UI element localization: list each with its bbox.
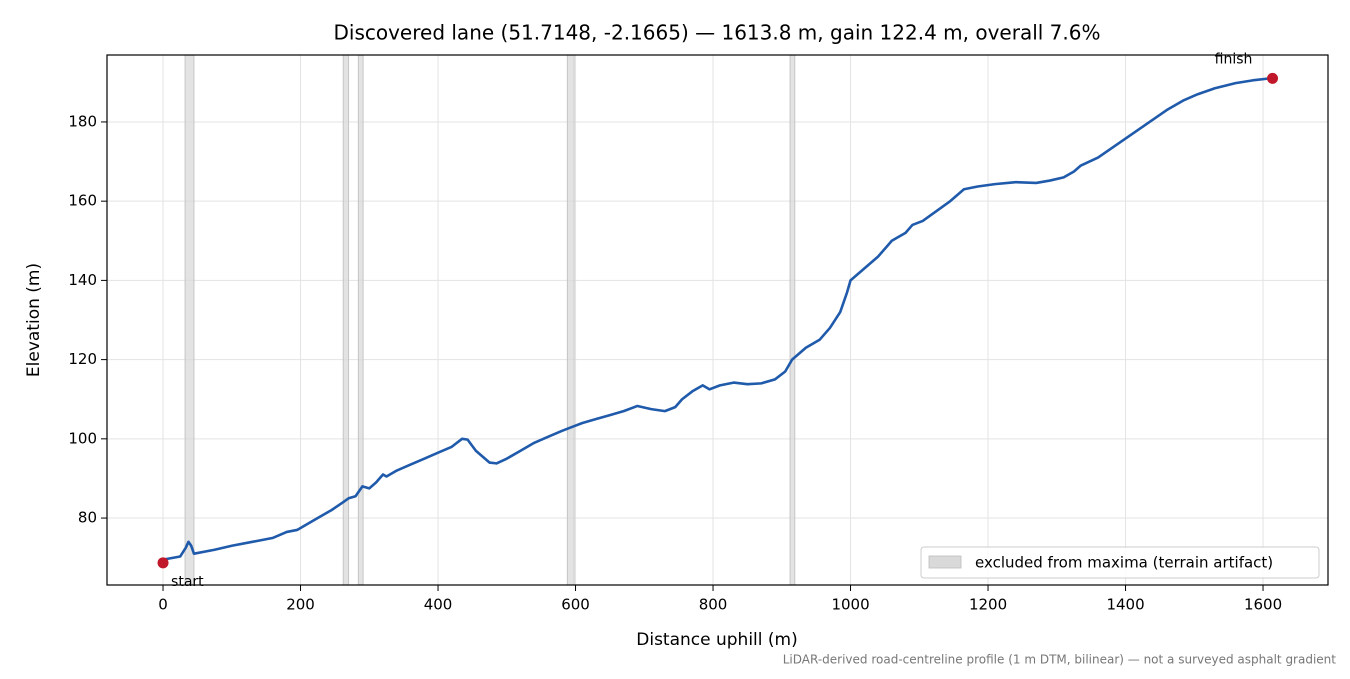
- marker-label: start: [171, 574, 204, 590]
- y-tick-label: 120: [68, 350, 97, 368]
- footnote: LiDAR-derived road-centreline profile (1…: [783, 653, 1337, 667]
- excluded-band: [357, 54, 364, 586]
- elevation-line: [162, 77, 1271, 561]
- chart-title: Discovered lane (51.7148, -2.1665) — 161…: [333, 21, 1100, 45]
- x-tick-label: 200: [286, 596, 315, 614]
- excluded-band: [342, 54, 350, 586]
- x-tick-label: 0: [158, 596, 168, 614]
- legend-swatch: [928, 555, 962, 569]
- legend-label: excluded from maxima (terrain artifact): [975, 554, 1273, 572]
- y-tick-label: 80: [78, 509, 97, 527]
- x-tick-label: 1200: [969, 596, 1007, 614]
- endpoint-marker: [157, 557, 169, 569]
- y-tick-label: 100: [68, 429, 97, 447]
- plot-frame: [106, 54, 1329, 586]
- x-tick-label: 1400: [1106, 596, 1144, 614]
- y-tick-label: 160: [68, 192, 97, 210]
- x-tick-label: 600: [561, 596, 590, 614]
- excluded-band: [184, 54, 195, 586]
- x-tick-label: 1000: [831, 596, 869, 614]
- x-tick-label: 400: [424, 596, 453, 614]
- excluded-band: [566, 54, 575, 586]
- legend-box: [920, 546, 1320, 579]
- x-tick-label: 1600: [1244, 596, 1282, 614]
- endpoint-marker: [1267, 72, 1279, 84]
- marker-label: finish: [1215, 51, 1253, 67]
- excluded-band: [789, 54, 796, 586]
- x-axis-label: Distance uphill (m): [636, 630, 797, 650]
- y-tick-label: 140: [68, 271, 97, 289]
- y-tick-label: 180: [68, 112, 97, 130]
- x-tick-label: 800: [699, 596, 728, 614]
- y-axis-label: Elevation (m): [24, 263, 44, 377]
